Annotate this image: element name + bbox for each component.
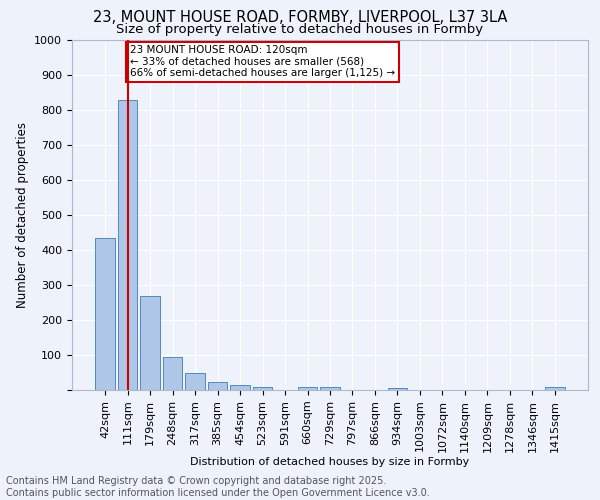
Bar bbox=[320, 386, 340, 390]
X-axis label: Distribution of detached houses by size in Formby: Distribution of detached houses by size … bbox=[190, 458, 470, 468]
Bar bbox=[253, 386, 272, 390]
Bar bbox=[140, 296, 160, 390]
Text: 23 MOUNT HOUSE ROAD: 120sqm
← 33% of detached houses are smaller (568)
66% of se: 23 MOUNT HOUSE ROAD: 120sqm ← 33% of det… bbox=[130, 45, 395, 78]
Bar bbox=[163, 357, 182, 390]
Bar bbox=[118, 100, 137, 390]
Y-axis label: Number of detached properties: Number of detached properties bbox=[16, 122, 29, 308]
Text: Contains HM Land Registry data © Crown copyright and database right 2025.
Contai: Contains HM Land Registry data © Crown c… bbox=[6, 476, 430, 498]
Text: 23, MOUNT HOUSE ROAD, FORMBY, LIVERPOOL, L37 3LA: 23, MOUNT HOUSE ROAD, FORMBY, LIVERPOOL,… bbox=[93, 10, 507, 25]
Bar bbox=[185, 372, 205, 390]
Bar bbox=[208, 382, 227, 390]
Bar bbox=[230, 385, 250, 390]
Bar bbox=[545, 387, 565, 390]
Bar bbox=[95, 238, 115, 390]
Bar bbox=[298, 386, 317, 390]
Text: Size of property relative to detached houses in Formby: Size of property relative to detached ho… bbox=[116, 22, 484, 36]
Bar bbox=[388, 388, 407, 390]
